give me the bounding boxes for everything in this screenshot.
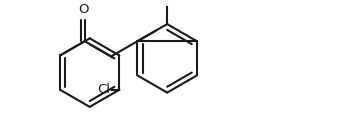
Text: Cl: Cl [97, 83, 110, 96]
Text: O: O [78, 2, 88, 15]
